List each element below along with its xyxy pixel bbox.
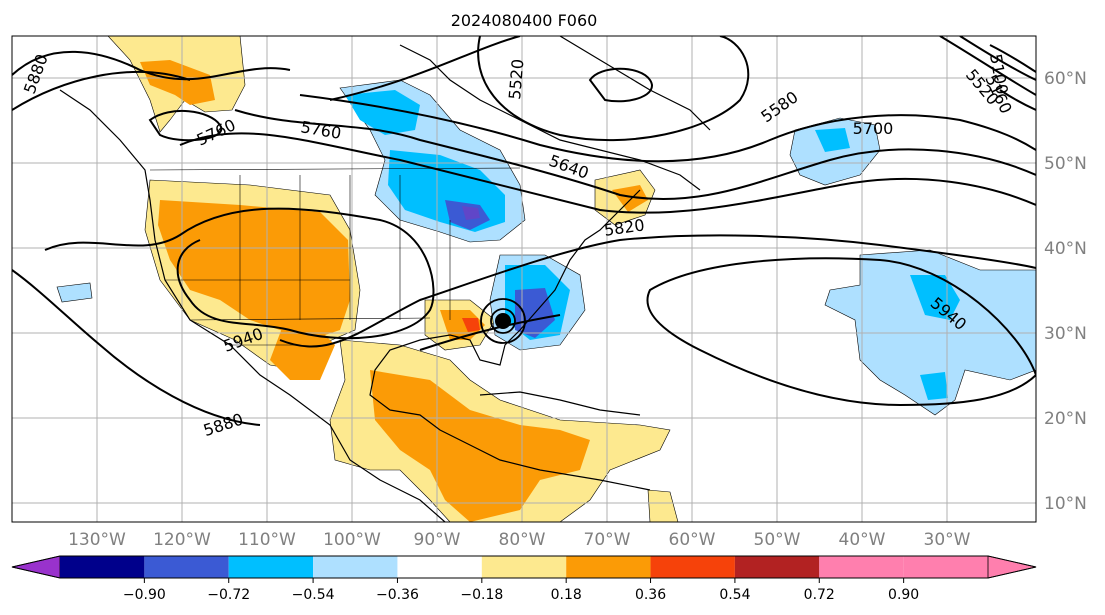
colorbar-tick-label: 0.54 (719, 587, 750, 603)
colorbar-tick-label: 0.36 (635, 587, 666, 603)
colorbar-tick-label: −0.36 (376, 587, 419, 603)
colorbar-swatch (313, 556, 398, 578)
colorbar-swatch (819, 556, 904, 578)
positive-anomaly-shading (107, 36, 679, 522)
colorbar-tick-label: −0.72 (207, 587, 250, 603)
lon-tick-label: 130°W (68, 530, 126, 550)
colorbar-outline (11, 555, 1037, 579)
lon-tick-label: 60°W (669, 530, 716, 550)
colorbar-swatch (397, 556, 482, 578)
lon-tick-label: 40°W (839, 530, 886, 550)
colorbar-extend-low (11, 555, 61, 579)
colorbar-swatch (903, 556, 988, 578)
map-frame (11, 35, 1037, 523)
lat-tick-label: 30°N (1044, 324, 1087, 344)
lon-tick-label: 120°W (153, 530, 211, 550)
contour-label: 5520 (505, 58, 527, 100)
lat-tick-label: 60°N (1044, 69, 1087, 89)
latitude-axis: 60°N 50°N 40°N 30°N 20°N 10°N (1044, 69, 1087, 514)
colorbar-swatch (734, 556, 820, 578)
political-borders (149, 167, 521, 346)
colorbar-swatch (228, 556, 314, 578)
lon-tick-label: 50°W (754, 530, 801, 550)
lon-tick-label: 30°W (924, 530, 971, 550)
colorbar-tick-label: −0.54 (292, 587, 335, 603)
colorbar-swatch (481, 556, 567, 578)
lat-tick-label: 10°N (1044, 494, 1087, 514)
lon-tick-label: 90°W (414, 530, 461, 550)
figure-title: 2024080400 F060 (451, 11, 598, 30)
colorbar-swatch (566, 556, 651, 578)
contour-label: 5700 (853, 119, 894, 138)
longitude-axis: 130°W 120°W 110°W 100°W 90°W 80°W 70°W 6… (68, 530, 971, 550)
colorbar-swatch (60, 556, 145, 578)
colorbar-swatch (650, 556, 735, 578)
height-contours (12, 36, 1036, 426)
lat-tick-label: 40°N (1044, 239, 1087, 259)
lat-tick-label: 20°N (1044, 409, 1087, 429)
lon-tick-label: 70°W (584, 530, 631, 550)
colorbar-tick-label: 0.18 (551, 587, 582, 603)
lon-tick-label: 80°W (499, 530, 546, 550)
lon-tick-label: 110°W (238, 530, 296, 550)
lon-tick-label: 100°W (323, 530, 381, 550)
storm-center-marker (480, 298, 526, 344)
coastlines (59, 36, 711, 522)
colorbar-tick-label: −0.18 (460, 587, 503, 603)
colorbar-swatch (144, 556, 229, 578)
colorbar: −0.90 −0.72 −0.54 −0.36 −0.18 0.18 0.36 0.54 0.7… (11, 555, 1037, 603)
colorbar-tick-label: −0.90 (123, 587, 166, 603)
lat-tick-label: 50°N (1044, 154, 1087, 174)
graticule (12, 36, 1036, 522)
colorbar-tick-label: 0.90 (888, 587, 919, 603)
colorbar-tick-label: 0.72 (804, 587, 835, 603)
colorbar-extend-high (987, 555, 1037, 579)
